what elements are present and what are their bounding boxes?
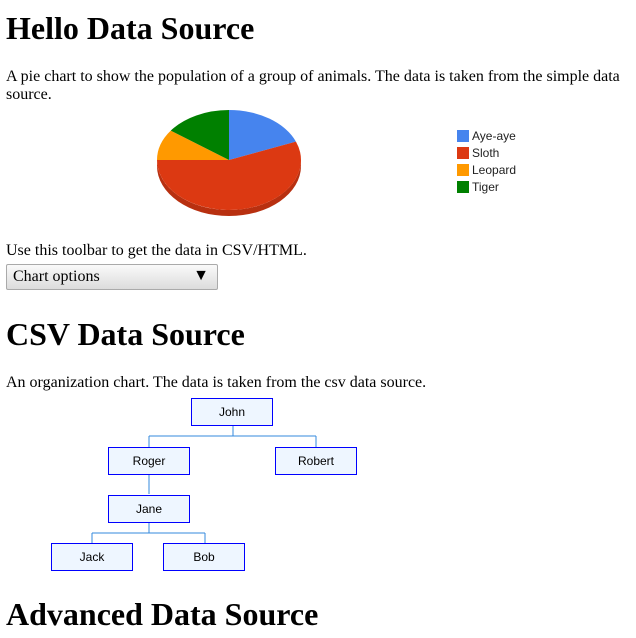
pie-slice-leopard	[157, 130, 229, 160]
legend-label: Leopard	[472, 163, 516, 177]
legend-swatch	[457, 130, 469, 142]
org-node-roger[interactable]: Roger	[108, 447, 190, 475]
legend-swatch	[457, 164, 469, 176]
org-node-robert[interactable]: Robert	[275, 447, 357, 475]
legend-label: Sloth	[472, 146, 499, 160]
advanced-section-title: Advanced Data Source	[6, 596, 319, 632]
toolbar-text: Use this toolbar to get the data in CSV/…	[6, 242, 307, 259]
legend-swatch	[457, 147, 469, 159]
pie-chart: Aye-aye Sloth Leopard Tiger	[157, 110, 516, 216]
org-node-bob[interactable]: Bob	[163, 543, 245, 571]
page-title: Hello Data Source	[6, 10, 255, 46]
org-node-jane[interactable]: Jane	[108, 495, 190, 523]
pie-slice-tiger	[170, 110, 229, 160]
org-node-john[interactable]: John	[191, 398, 273, 426]
org-description: An organization chart. The data is taken…	[6, 374, 427, 391]
legend-label: Aye-aye	[472, 129, 516, 143]
chart-options-dropdown[interactable]: Chart options ▼	[6, 264, 218, 290]
org-node-jack[interactable]: Jack	[51, 543, 133, 571]
pie-slice-sloth	[157, 141, 301, 210]
triangle-down-icon: ▼	[193, 267, 209, 284]
csv-section-title: CSV Data Source	[6, 316, 245, 352]
chart-options-label: Chart options	[13, 268, 100, 285]
legend-swatch	[457, 181, 469, 193]
legend-label: Tiger	[472, 180, 499, 194]
pie-description: A pie chart to show the population of a …	[6, 68, 620, 103]
pie-slice-aye-aye	[229, 110, 296, 160]
